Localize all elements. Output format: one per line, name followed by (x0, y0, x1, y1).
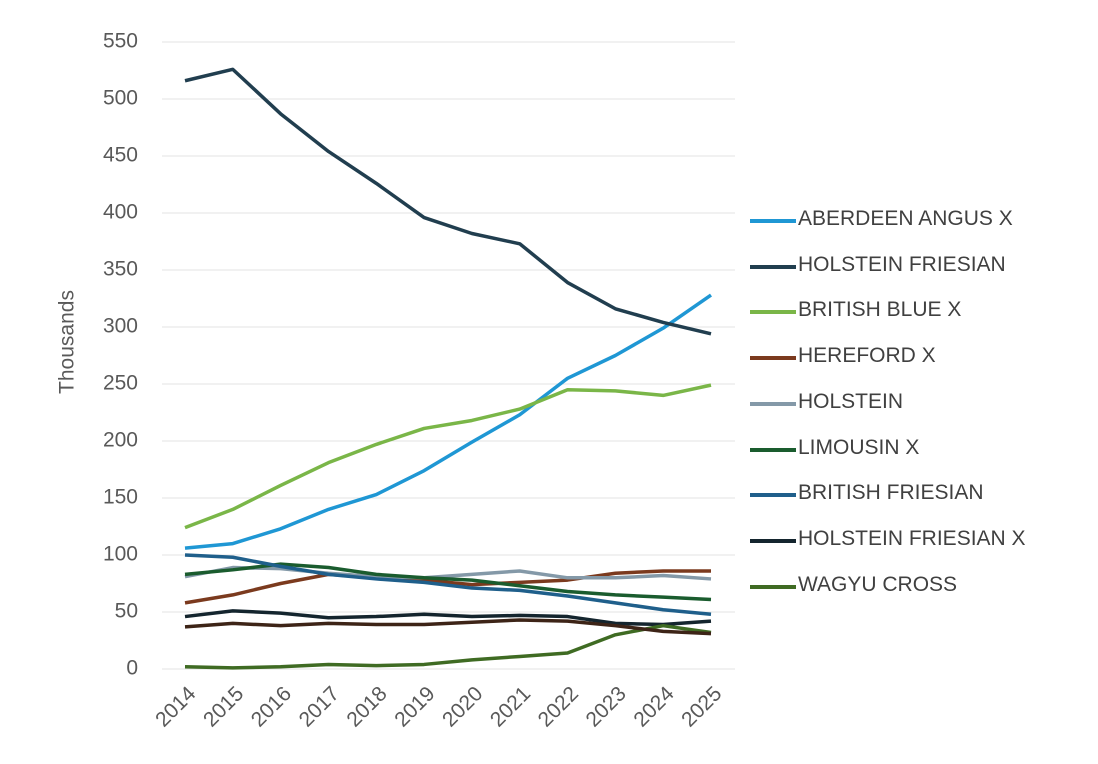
x-tick-label: 2021 (486, 682, 535, 731)
y-tick-label: 150 (103, 486, 138, 509)
legend-item: WAGYU CROSS (750, 573, 1080, 603)
legend-swatch (750, 310, 796, 315)
legend-swatch (750, 493, 796, 498)
x-tick-label: 2014 (151, 682, 201, 732)
y-tick-label: 200 (103, 429, 138, 452)
legend-label: ABERDEEN ANGUS X (798, 207, 1013, 230)
y-tick-label: 0 (126, 657, 138, 680)
legend-swatch (750, 401, 796, 406)
y-tick-label: 500 (103, 87, 138, 110)
series-line (184, 383, 712, 530)
series-line (184, 67, 712, 336)
x-tick-label: 2016 (247, 682, 296, 731)
legend-label: WAGYU CROSS (798, 572, 958, 596)
x-tick-label: 2025 (677, 682, 726, 731)
legend-label: HOLSTEIN FRIESIAN (798, 252, 1006, 276)
legend-item: HOLSTEIN FRIESIAN X (750, 527, 1080, 557)
legend-swatch (750, 356, 796, 361)
legend-label: BRITISH BLUE X (798, 298, 962, 322)
x-tick-label: 2023 (582, 682, 631, 731)
x-tick-label: 2018 (342, 682, 391, 731)
y-tick-label: 450 (103, 144, 138, 167)
x-tick-label: 2019 (390, 682, 439, 731)
legend-swatch (750, 447, 796, 452)
series-line (184, 565, 712, 581)
series-line (184, 609, 712, 627)
series-line (184, 618, 712, 636)
legend-label: HEREFORD X (798, 344, 936, 368)
x-tick-label: 2024 (629, 682, 679, 732)
x-tick-label: 2022 (534, 682, 583, 731)
legend-swatch (750, 584, 796, 589)
series-line (184, 553, 712, 617)
legend-item: HOLSTEIN FRIESIAN (750, 253, 1080, 283)
y-tick-label: 50 (115, 600, 138, 623)
legend-item: BRITISH FRIESIAN (750, 481, 1080, 511)
y-tick-label: 350 (103, 258, 138, 281)
legend-item: LIMOUSIN X (750, 436, 1080, 466)
y-tick-label: 100 (103, 543, 138, 566)
legend-swatch (750, 219, 796, 223)
y-tick-label: 250 (103, 372, 138, 395)
x-tick-label: 2015 (199, 682, 248, 731)
legend-label: BRITISH FRIESIAN (798, 481, 984, 505)
x-tick-label: 2017 (295, 682, 344, 731)
legend-item: BRITISH BLUE X (750, 298, 1080, 328)
legend-item: ABERDEEN ANGUS X (750, 207, 1080, 237)
legend-label: HOLSTEIN (798, 389, 904, 413)
y-tick-label: 550 (103, 30, 138, 53)
legend-label: LIMOUSIN X (798, 435, 920, 459)
y-tick-label: 300 (103, 315, 138, 338)
legend-item: HOLSTEIN (750, 390, 1080, 420)
legend-swatch (750, 264, 796, 269)
y-axis-label: Thousands (56, 290, 79, 394)
series-line (184, 623, 712, 670)
y-tick-label: 400 (103, 201, 138, 224)
x-tick-label: 2020 (438, 682, 487, 731)
legend-item: HEREFORD X (750, 344, 1080, 374)
series-line (184, 569, 711, 605)
series-line (184, 293, 712, 550)
legend-swatch (750, 538, 796, 543)
legend-label: HOLSTEIN FRIESIAN X (798, 526, 1026, 550)
